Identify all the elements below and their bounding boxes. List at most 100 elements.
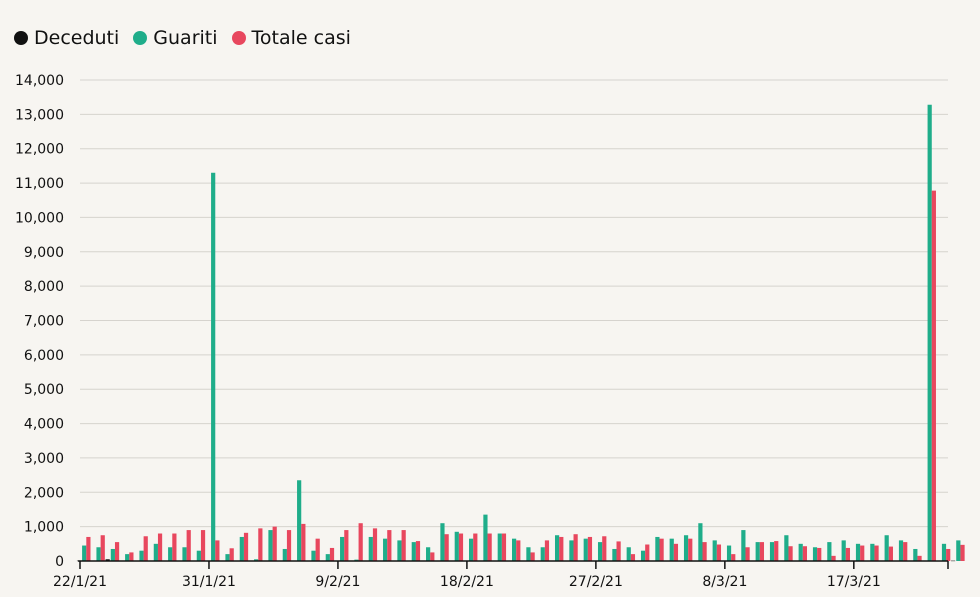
y-tick-label: 7,000: [24, 314, 64, 330]
y-tick-label: 9,000: [24, 245, 64, 261]
bar-totale-casi: [473, 533, 478, 561]
bar-totale-casi: [458, 533, 464, 561]
bar-guariti: [898, 540, 904, 561]
bar-guariti: [282, 548, 287, 561]
bar-totale-casi: [946, 548, 951, 561]
bar-guariti: [483, 514, 488, 561]
bar-guariti: [626, 547, 631, 561]
bar-guariti: [526, 547, 531, 561]
bar-guariti: [855, 543, 861, 561]
bar-totale-casi: [931, 190, 936, 561]
bar-totale-casi: [745, 547, 750, 561]
bar-totale-casi: [487, 533, 492, 561]
bar-totale-casi: [258, 528, 263, 561]
chart-legend: Deceduti Guariti Totale casi: [14, 27, 351, 49]
bar-totale-casi: [874, 545, 879, 561]
bar-totale-casi: [200, 530, 206, 561]
bar-guariti: [397, 540, 402, 561]
bar-guariti: [812, 547, 818, 561]
y-tick-label: 2,000: [24, 485, 64, 501]
bar-totale-casi: [645, 544, 650, 561]
bar-guariti: [368, 536, 373, 561]
bar-totale-casi: [143, 536, 148, 561]
bar-totale-casi: [315, 538, 320, 561]
bar-guariti: [913, 548, 918, 561]
legend-item-guariti[interactable]: Guariti: [133, 27, 218, 49]
bar-guariti: [311, 550, 316, 561]
legend-label-totale-casi: Totale casi: [251, 27, 351, 49]
bar-guariti: [383, 538, 388, 561]
legend-swatch-totale-casi: [231, 31, 246, 45]
bar-totale-casi: [243, 532, 249, 561]
bar-guariti: [956, 540, 961, 561]
bar-guariti: [640, 550, 646, 561]
bar-totale-casi: [630, 554, 636, 561]
bar-deceduti: [951, 560, 956, 562]
bar-totale-casi: [401, 530, 406, 561]
y-tick-label: 5,000: [24, 382, 64, 398]
y-tick-label: 6,000: [24, 348, 64, 364]
bar-guariti: [741, 530, 746, 561]
x-tick-label: 17/3/21: [827, 574, 881, 590]
x-tick-label: 18/2/21: [440, 574, 494, 590]
y-tick-label: 1,000: [24, 520, 64, 536]
bar-totale-casi: [559, 536, 564, 561]
bar-guariti: [411, 542, 416, 561]
bar-totale-casi: [960, 544, 965, 561]
bar-guariti: [512, 538, 517, 561]
x-tick-label: 31/1/21: [182, 574, 236, 590]
bar-totale-casi: [215, 540, 220, 561]
x-tick-label: 8/3/21: [702, 574, 747, 590]
bar-totale-casi: [86, 536, 91, 561]
legend-swatch-guariti: [133, 31, 148, 45]
bar-guariti: [297, 480, 302, 561]
bar-totale-casi: [114, 542, 120, 561]
bar-guariti: [726, 545, 732, 561]
bar-guariti: [798, 543, 803, 561]
bar-totale-casi: [731, 554, 736, 561]
bar-totale-casi: [286, 530, 292, 561]
bar-totale-casi: [602, 536, 607, 561]
bar-guariti: [440, 523, 445, 561]
bar-guariti: [182, 547, 187, 561]
x-tick-label: 22/1/21: [53, 574, 107, 590]
bar-deceduti: [105, 559, 110, 561]
bar-totale-casi: [444, 534, 449, 561]
bar-guariti: [655, 536, 660, 561]
bar-totale-casi: [501, 533, 507, 561]
bar-guariti: [168, 547, 173, 561]
bar-totale-casi: [716, 544, 722, 561]
bar-totale-casi: [530, 552, 535, 561]
x-tick-label: 9/2/21: [315, 574, 360, 590]
bar-guariti: [211, 172, 216, 561]
bar-guariti: [927, 104, 932, 561]
bar-guariti: [96, 547, 101, 561]
bar-totale-casi: [372, 528, 378, 561]
bar-totale-casi: [759, 542, 765, 561]
bar-totale-casi: [516, 540, 521, 561]
bar-guariti: [884, 535, 889, 561]
bar-totale-casi: [186, 530, 191, 561]
bar-totale-casi: [272, 526, 277, 561]
bar-totale-casi: [587, 536, 593, 561]
bar-totale-casi: [917, 555, 922, 561]
bar-guariti: [340, 536, 345, 561]
bar-totale-casi: [573, 534, 578, 561]
bar-guariti: [469, 538, 474, 561]
bar-guariti: [769, 542, 775, 561]
bar-totale-casi: [788, 546, 793, 561]
legend-item-deceduti[interactable]: Deceduti: [14, 27, 119, 49]
bar-totale-casi: [229, 548, 234, 561]
bar-totale-casi: [659, 538, 664, 561]
bar-guariti: [454, 531, 459, 561]
bar-totale-casi: [157, 533, 163, 561]
bar-totale-casi: [616, 541, 621, 561]
bar-guariti: [196, 550, 201, 561]
bar-guariti: [683, 535, 689, 561]
bar-guariti: [698, 523, 703, 561]
bar-totale-casi: [688, 538, 693, 561]
bar-totale-casi: [774, 541, 779, 561]
legend-label-guariti: Guariti: [153, 27, 218, 49]
bar-totale-casi: [903, 542, 908, 561]
legend-item-totale-casi[interactable]: Totale casi: [231, 27, 351, 49]
